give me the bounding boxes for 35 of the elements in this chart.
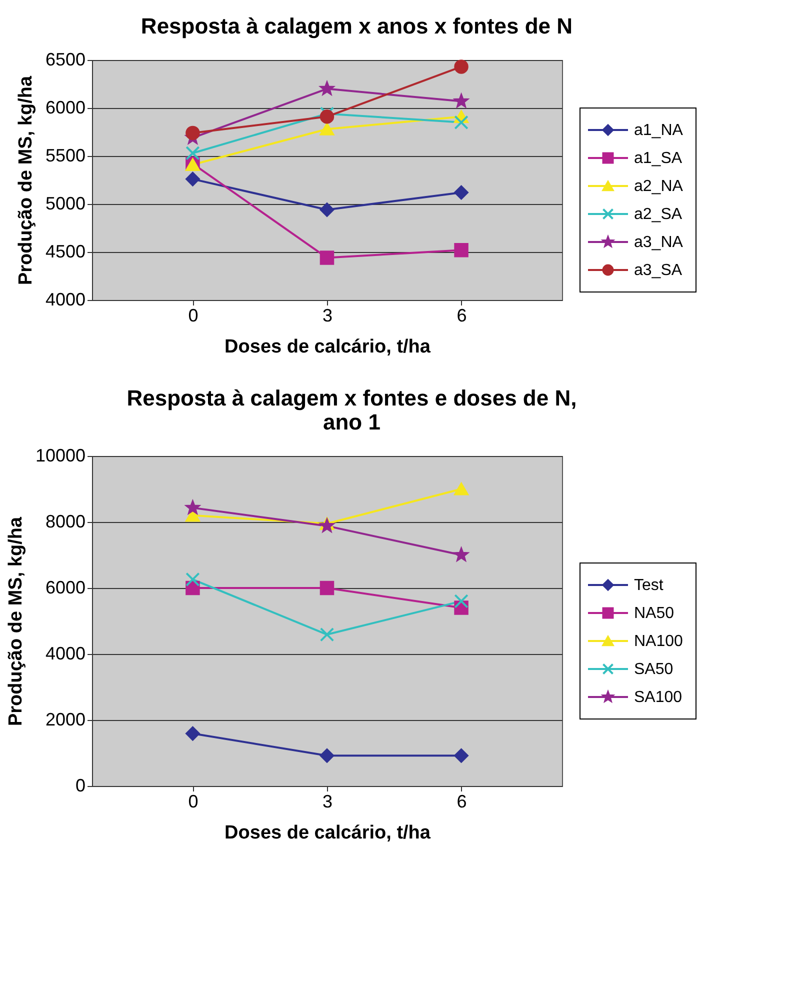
legend-label: a2_SA: [634, 206, 682, 223]
y-tick-label: 8000: [45, 512, 86, 532]
y-tick-label: 0: [75, 776, 86, 796]
x-tick-label: 6: [456, 792, 467, 812]
y-axis-title: Produção de MS, kg/ha: [5, 516, 26, 726]
legend-label: a3_SA: [634, 262, 682, 279]
x-tick-label: 6: [456, 306, 467, 326]
x-tick-label: 3: [322, 306, 333, 326]
x-axis-title: Doses de calcário, t/ha: [224, 822, 431, 844]
legend-label: SA50: [634, 661, 674, 678]
legend-label: a2_NA: [634, 178, 684, 195]
y-tick-label: 5000: [45, 194, 86, 214]
x-axis-title: Doses de calcário, t/ha: [224, 336, 431, 358]
legend-label: a1_NA: [634, 122, 684, 139]
y-tick-label: 2000: [45, 710, 86, 730]
legend-label: NA50: [634, 605, 674, 622]
y-tick-label: 4500: [45, 242, 86, 262]
x-tick-label: 3: [322, 792, 333, 812]
legend-label: NA100: [634, 633, 684, 650]
legend-label: a3_NA: [634, 234, 684, 251]
y-tick-label: 5500: [45, 146, 86, 166]
y-tick-label: 4000: [45, 290, 86, 310]
y-tick-label: 6000: [45, 98, 86, 118]
y-tick-label: 6500: [45, 50, 86, 70]
chart-title: Resposta à calagem x fontes e doses de N, ano 1: [126, 386, 577, 434]
y-tick-label: 10000: [35, 446, 86, 466]
x-tick-label: 0: [188, 306, 198, 326]
y-tick-label: 6000: [45, 578, 86, 598]
y-axis-title: Produção de MS, kg/ha: [15, 76, 36, 286]
legend-label: a1_SA: [634, 150, 682, 167]
legend-label: Test: [634, 577, 664, 594]
y-tick-label: 4000: [45, 644, 86, 664]
chart-title: Resposta à calagem x anos x fontes de N: [140, 14, 573, 38]
legend-label: SA100: [634, 689, 682, 706]
x-tick-label: 0: [188, 792, 198, 812]
